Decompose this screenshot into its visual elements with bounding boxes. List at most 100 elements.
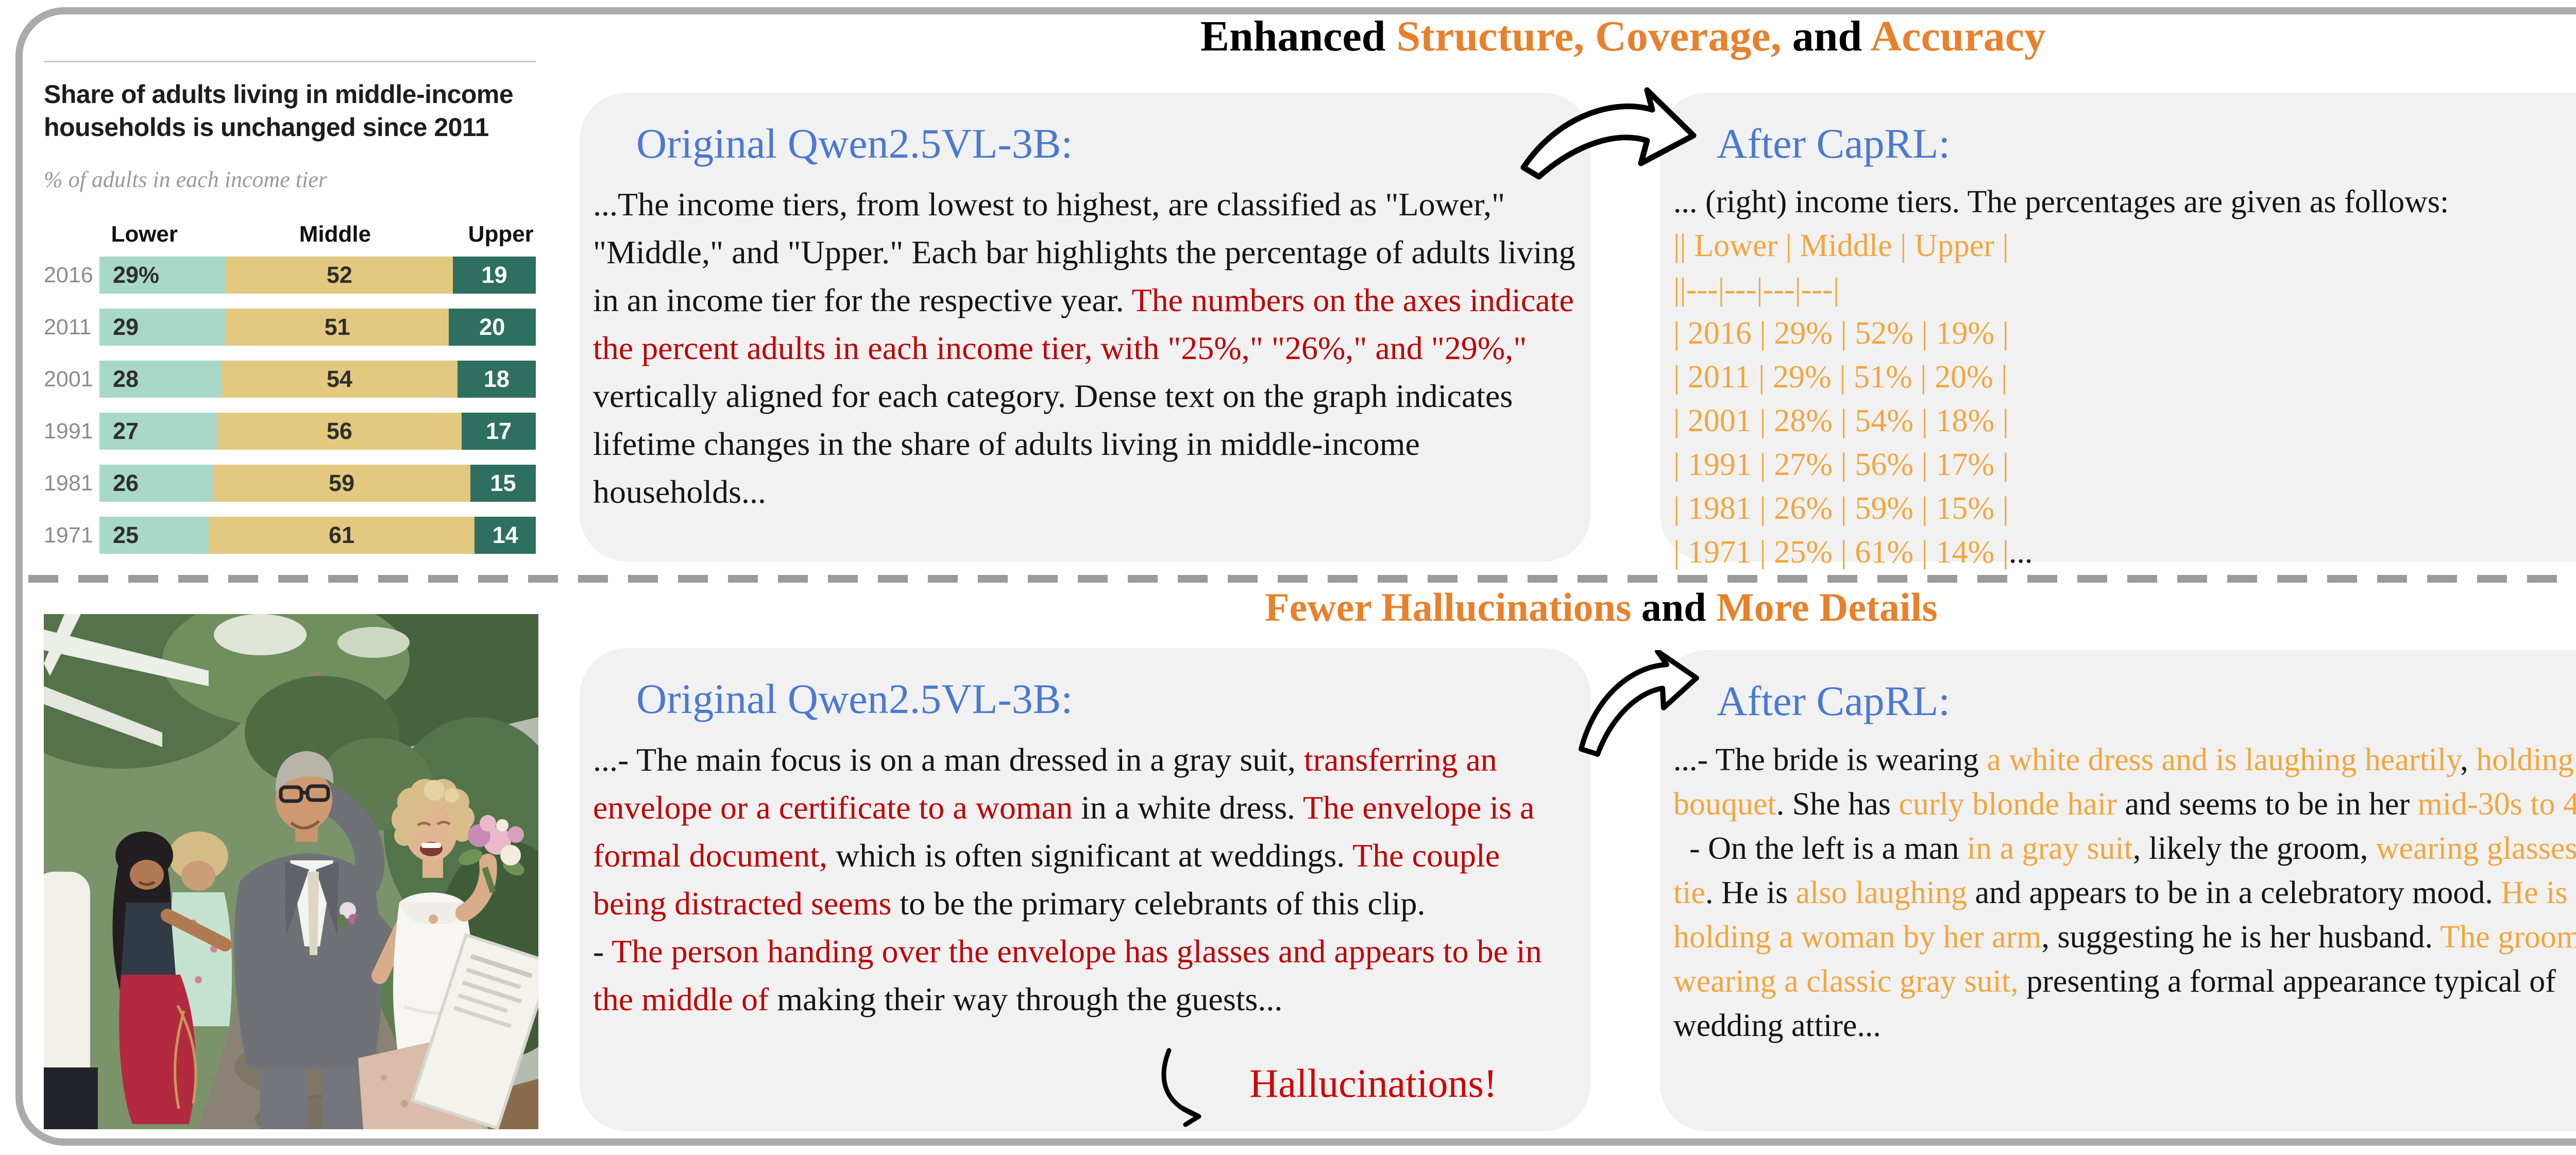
text-segment: ... [2009, 535, 2033, 570]
bar-segment-upper: 15 [470, 465, 536, 502]
text-segment: . She has [1776, 787, 1899, 822]
year-label: 2001 [44, 366, 93, 392]
chart-rows: 2016 29% 52 19 2011 29 51 20 2001 28 54 18 1991 27 56 1… [44, 257, 536, 554]
caption-text: ...- The bride is wearing a white dress … [1660, 725, 2576, 1048]
caption-paragraph: ||---|---|---|---| [1673, 268, 2576, 312]
text-segment: making their way through the guests... [769, 981, 1283, 1017]
caption-box-caprl-photo: After CapRL: ...- The bride is wearing a… [1660, 650, 2576, 1131]
text-segment: The envelope is a formal document, [593, 789, 1535, 874]
text-segment: ...- The bride is wearing [1673, 742, 1987, 777]
bar-segment-middle: 56 [217, 413, 462, 450]
dashed-divider [28, 575, 2576, 583]
text-segment: More Details [1716, 585, 1938, 630]
text-segment: ... (right) income tiers. The percentage… [1673, 184, 2449, 219]
text-segment: Accuracy [1870, 12, 2046, 60]
wedding-photo [44, 614, 538, 1129]
text-segment: | 2011 | 29% | 51% | 20% | [1673, 360, 2008, 395]
text-segment: - [593, 933, 612, 970]
year-label: 2011 [44, 314, 92, 339]
chart-row: 1971 25 61 14 [44, 517, 536, 554]
glasses-icon [279, 784, 330, 803]
caption-box-original-photo: Original Qwen2.5VL-3B: ...- The main foc… [580, 648, 1590, 1131]
text-segment: The couple being distracted seems [593, 837, 1500, 922]
text-segment: || Lower | Middle | Upper | [1673, 228, 2009, 263]
bar-segment-lower: 25 [99, 517, 209, 554]
caption-box-original-chart: Original Qwen2.5VL-3B: ...The income tie… [580, 93, 1590, 562]
caption-paragraph: ... (right) income tiers. The percentage… [1673, 180, 2576, 224]
text-segment: transferring an envelope or a certificat… [593, 741, 1497, 826]
col-header-middle: Middle [299, 222, 371, 247]
text-segment: The groom is wearing a classic gray suit… [1673, 920, 2576, 999]
text-segment: and [1631, 585, 1717, 630]
callout-arrow-icon [1161, 1048, 1201, 1127]
caption-paragraph: | 2016 | 29% | 52% | 19% | [1673, 312, 2576, 355]
text-segment: vertically aligned for each category. De… [593, 378, 1513, 510]
text-segment: . He is [1705, 875, 1796, 910]
bar-segment-middle: 59 [213, 465, 470, 502]
text-segment: a white dress and is laughing heartily [1987, 742, 2461, 777]
text-segment: ||---|---|---|---| [1673, 272, 1840, 307]
guest-figures [44, 831, 232, 1129]
caption-heading: Original Qwen2.5VL-3B: [636, 120, 1073, 167]
caption-paragraph: | 1971 | 25% | 61% | 14% |... [1673, 531, 2576, 574]
text-segment: The person handing over the envelope has… [593, 933, 1542, 1017]
text-segment: ...The income tiers, from lowest to high… [593, 186, 1575, 318]
text-segment: curly blonde hair [1899, 787, 2117, 822]
caption-text: ...The income tiers, from lowest to high… [580, 168, 1590, 516]
figure-border [15, 7, 2576, 1146]
caption-paragraph: | 2001 | 28% | 54% | 18% | [1673, 399, 2576, 443]
bar-segment-lower: 29% [99, 257, 226, 294]
caption-paragraph: | 2011 | 29% | 51% | 20% | [1673, 355, 2576, 399]
year-label: 1981 [44, 470, 93, 496]
text-segment: The numbers on the axes indicate the per… [593, 282, 1574, 366]
text-segment: , likely the groom, [2132, 831, 2376, 866]
bar-segment-upper: 14 [474, 517, 536, 554]
text-segment: | 2001 | 28% | 54% | 18% | [1673, 403, 2009, 438]
text-segment: | 1981 | 26% | 59% | 15% | [1673, 491, 2009, 526]
text-segment: Enhanced [1200, 12, 1397, 60]
text-segment: presenting a formal appearance typical o… [1673, 964, 2556, 1043]
swoosh-arrow-icon [1520, 87, 1697, 180]
caption-box-caprl-chart: After CapRL: ... (right) income tiers. T… [1660, 93, 2576, 570]
text-segment: in a white dress. [1073, 789, 1303, 826]
text-segment: Structure, Coverage, [1396, 12, 1782, 60]
bouquet [458, 815, 524, 893]
bar-segment-middle: 51 [226, 309, 449, 346]
year-label: 1971 [44, 522, 93, 548]
caption-paragraph: | 1981 | 26% | 59% | 15% | [1673, 487, 2576, 531]
text-segment: and [1781, 12, 1871, 60]
chart-row: 2011 29 51 20 [44, 309, 536, 346]
stacked-bar: 27 56 17 [99, 413, 536, 450]
caption-text: ...- The main focus is on a man dressed … [580, 723, 1590, 1023]
caption-paragraph: - The person handing over the envelope h… [593, 927, 1576, 1023]
caption-heading: After CapRL: [1717, 120, 1951, 167]
chart-row: 1991 27 56 17 [44, 413, 536, 450]
text-segment: | 1971 | 25% | 61% | 14% | [1673, 535, 2009, 570]
caption-paragraph: | 1991 | 27% | 56% | 17% | [1673, 443, 2576, 487]
stacked-bar: 29% 52 19 [99, 257, 536, 294]
bar-segment-upper: 17 [462, 413, 536, 450]
section-title-top: Enhanced Structure, Coverage, and Accura… [1200, 11, 2046, 61]
chart-title: Share of adults living in middle-income … [44, 80, 514, 142]
caption-paragraph: - On the left is a man in a gray suit, l… [1673, 826, 2576, 1048]
caption-heading: After CapRL: [1717, 677, 1951, 724]
bar-segment-lower: 26 [99, 465, 213, 502]
text-segment: , [2460, 742, 2477, 777]
bar-segment-upper: 20 [448, 309, 536, 346]
caption-paragraph: ...- The bride is wearing a white dress … [1673, 738, 2576, 826]
bar-segment-middle: 54 [222, 361, 457, 398]
chart-row: 2016 29% 52 19 [44, 257, 536, 294]
text-segment: He is holding a woman by her arm [1673, 875, 2568, 955]
text-segment: which is often significant at weddings. [827, 837, 1353, 874]
chart-column-headers: Lower Middle Upper [99, 222, 536, 247]
text-segment: to be the primary celebrants of this cli… [891, 885, 1426, 922]
text-segment: mid-30s to 40s [2417, 787, 2576, 822]
text-segment: | 2016 | 29% | 52% | 19% | [1673, 316, 2009, 351]
caption-paragraph: || Lower | Middle | Upper | [1673, 224, 2576, 268]
text-segment: | 1991 | 27% | 56% | 17% | [1673, 447, 2009, 482]
stacked-bar: 26 59 15 [99, 465, 536, 502]
text-segment: in a gray suit [1967, 831, 2133, 866]
chart-subtitle: % of adults in each income tier [44, 167, 327, 192]
text-segment: and seems to be in her [2116, 787, 2418, 822]
